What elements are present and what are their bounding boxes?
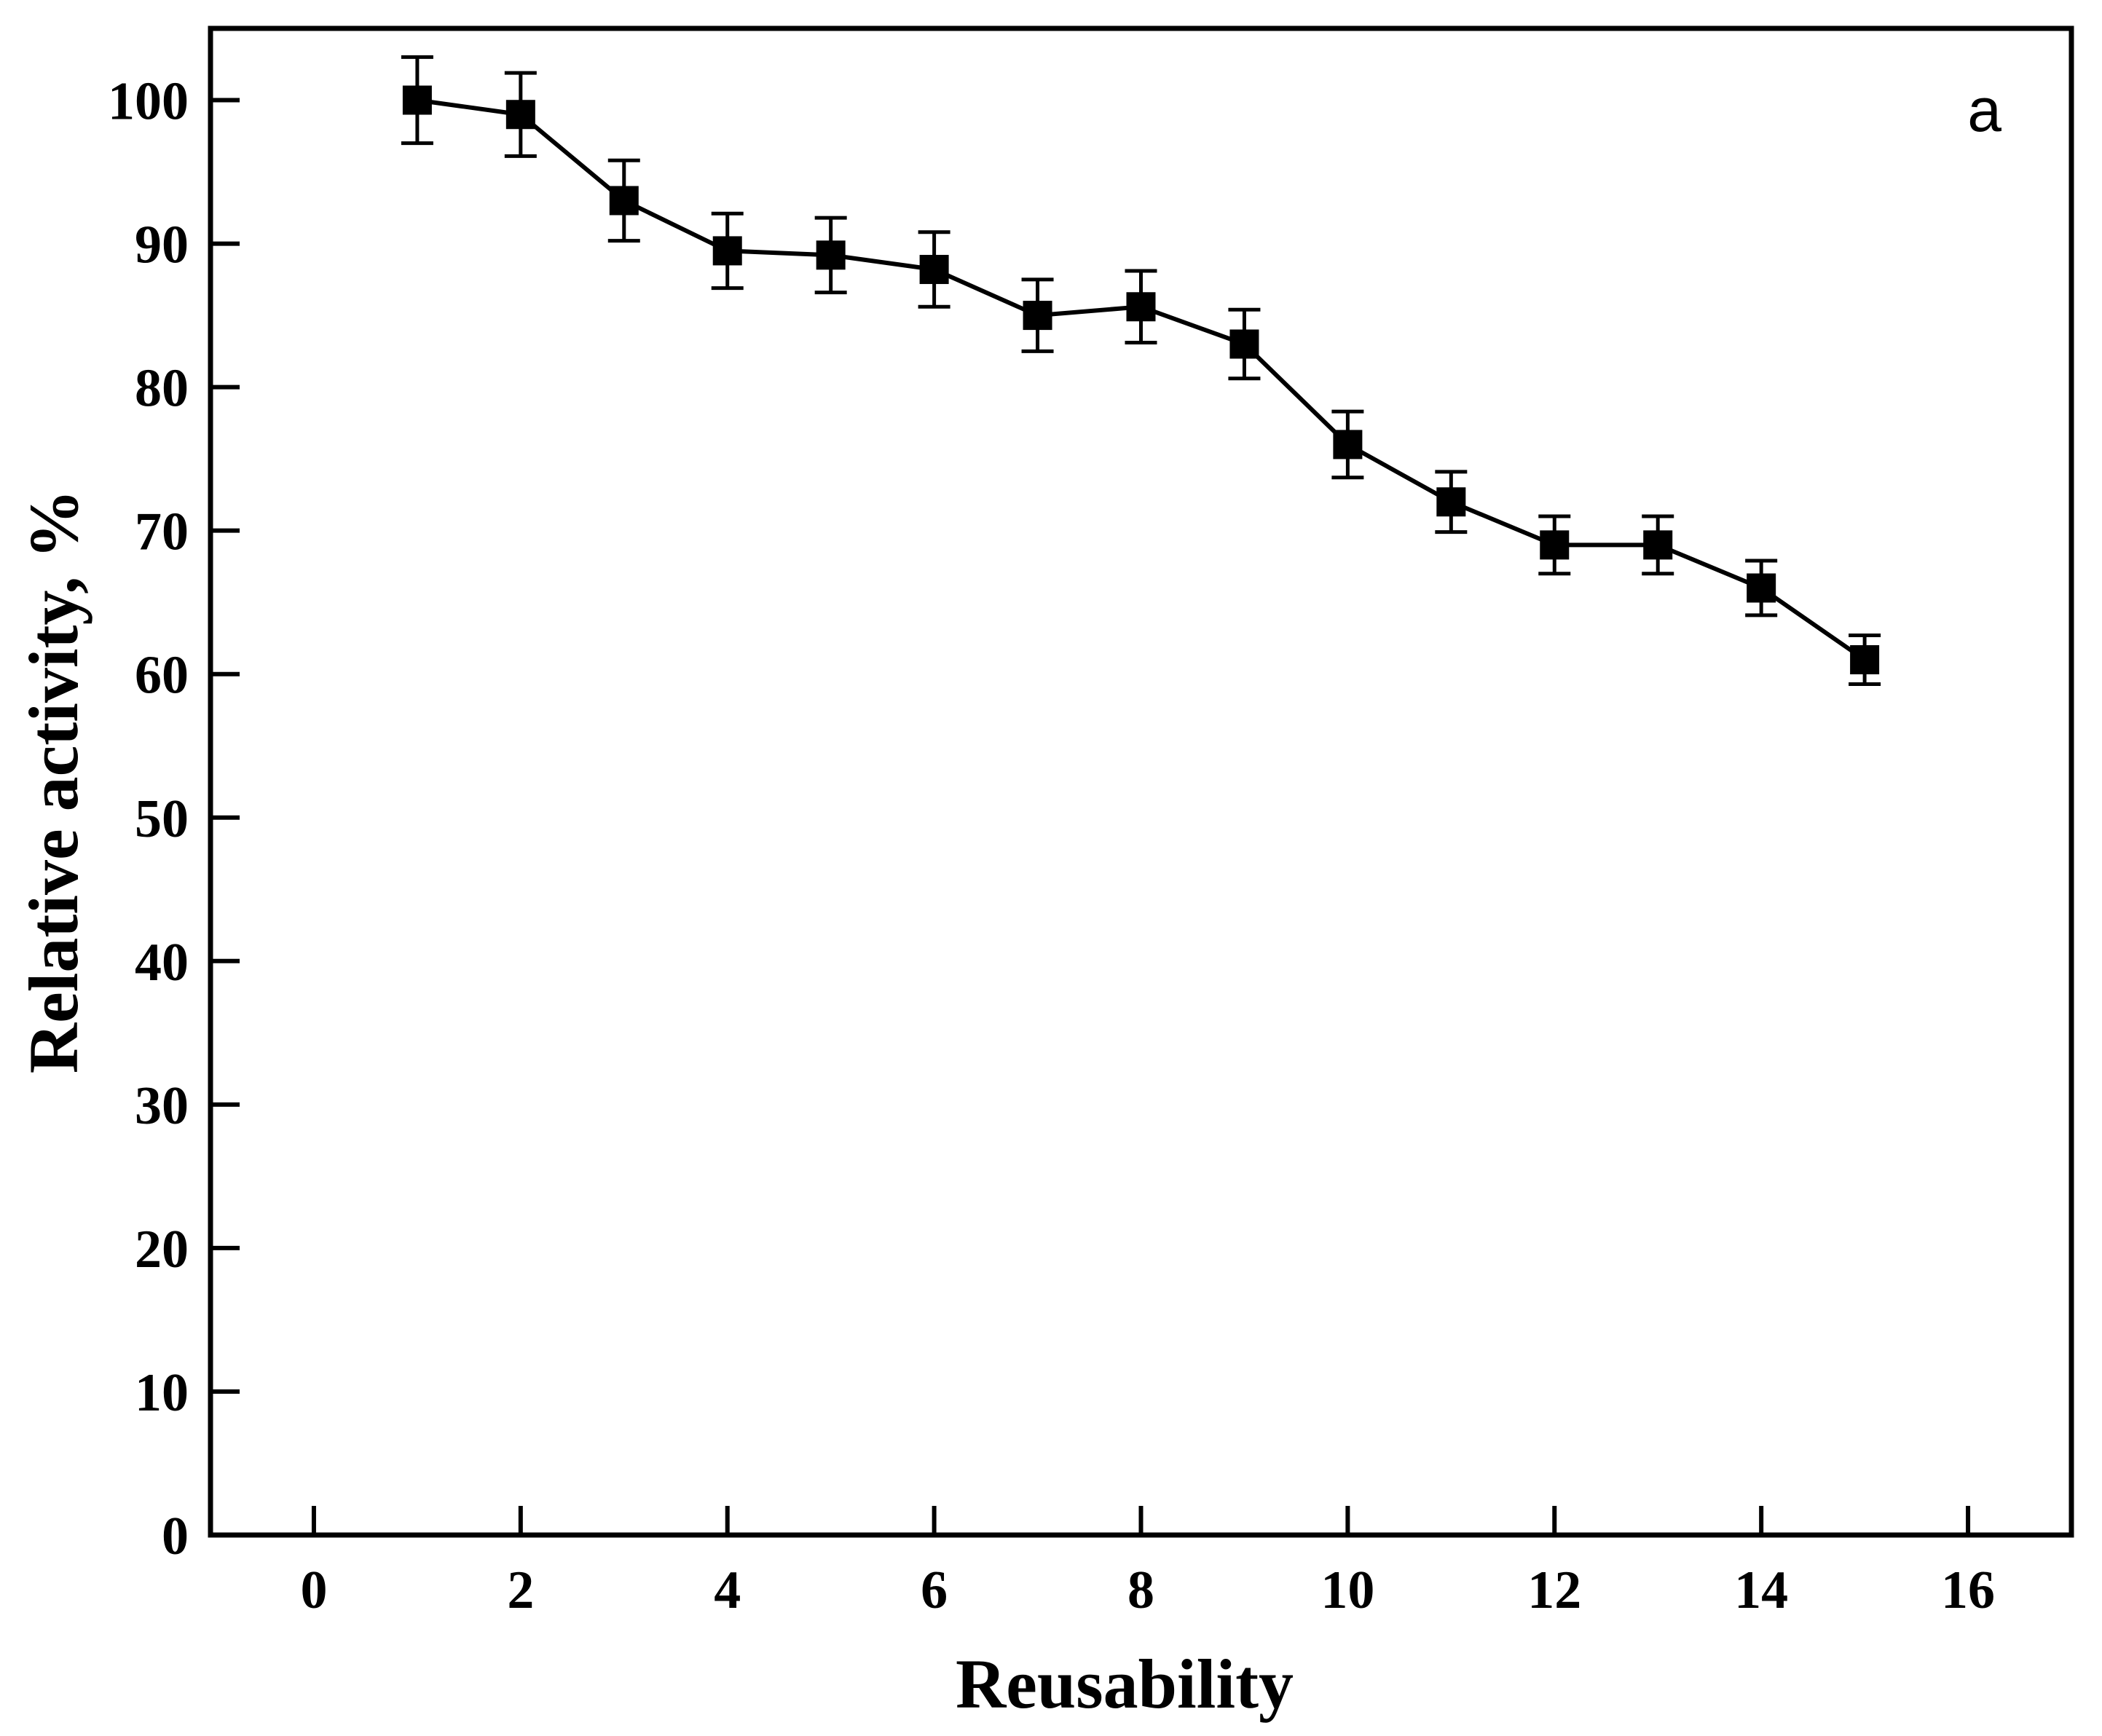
x-axis-ticks: 0 2 4 6 8 10 12 14 16 <box>300 1506 1995 1620</box>
x-tick-label: 16 <box>1941 1561 1995 1620</box>
y-tick-label: 60 <box>135 646 189 706</box>
data-point <box>505 100 535 130</box>
x-tick-label: 6 <box>921 1561 948 1620</box>
y-tick-label: 80 <box>135 359 189 419</box>
data-point <box>1333 430 1363 459</box>
data-point <box>1540 530 1570 560</box>
x-tick-label: 14 <box>1734 1561 1788 1620</box>
x-axis-title: Reusability <box>956 1645 1294 1723</box>
panel-label: a <box>1967 76 2001 144</box>
data-point <box>1229 329 1259 359</box>
x-tick-label: 10 <box>1320 1561 1374 1620</box>
x-tick-label: 12 <box>1527 1561 1581 1620</box>
plot-frame <box>208 25 2074 1538</box>
y-tick-label: 40 <box>135 933 189 993</box>
data-point <box>1023 301 1052 331</box>
data-point <box>1850 645 1880 675</box>
series-line <box>417 98 1866 662</box>
x-tick-label: 8 <box>1127 1561 1154 1620</box>
y-axis-title: Relative activity, % <box>15 489 92 1073</box>
y-axis-ticks: 0 10 20 30 40 50 60 70 80 90 100 <box>108 72 240 1566</box>
data-point <box>919 255 949 285</box>
x-tick-label: 2 <box>507 1561 534 1620</box>
y-tick-label: 90 <box>135 216 189 275</box>
y-tick-label: 70 <box>135 502 189 562</box>
data-point <box>609 186 639 216</box>
x-tick-label: 4 <box>714 1561 741 1620</box>
y-tick-label: 20 <box>135 1220 189 1279</box>
y-tick-label: 0 <box>162 1507 189 1566</box>
data-series <box>401 55 1881 687</box>
data-point <box>712 236 742 266</box>
data-point <box>1643 530 1673 560</box>
y-tick-label: 100 <box>108 72 189 132</box>
x-tick-label: 0 <box>300 1561 327 1620</box>
y-tick-label: 10 <box>135 1363 189 1423</box>
data-point <box>816 240 846 270</box>
y-tick-label: 50 <box>135 789 189 849</box>
data-point <box>1436 487 1466 517</box>
data-point <box>1747 573 1776 603</box>
y-tick-label: 30 <box>135 1076 189 1136</box>
data-point <box>1126 292 1156 322</box>
data-point <box>402 85 432 115</box>
